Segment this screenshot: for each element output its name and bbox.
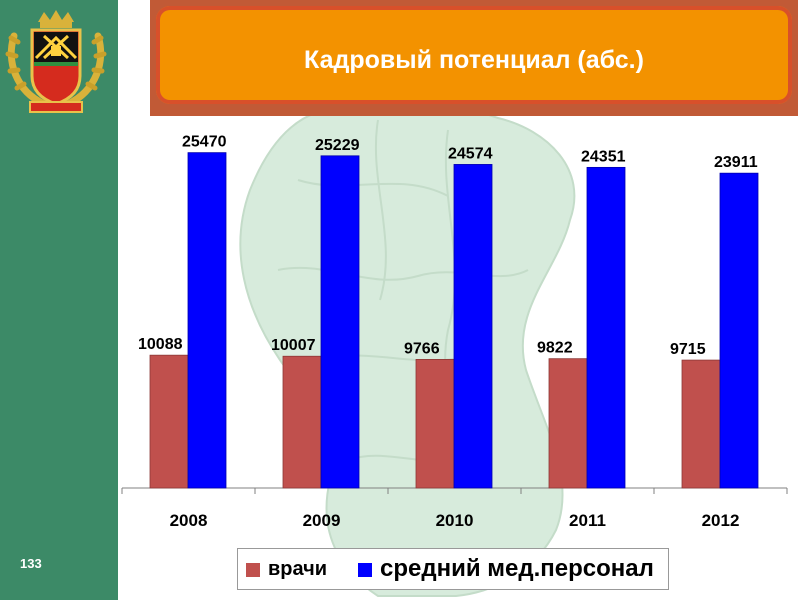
bar-doctors-2009 [282, 355, 322, 489]
legend-label-nurses: средний мед.персонал [380, 555, 654, 582]
x-tick-label-2012: 2012 [702, 511, 740, 530]
title-panel: Кадровый потенциал (абс.) [156, 6, 792, 104]
x-tick-label-2009: 2009 [303, 511, 341, 530]
bar-doctors-2011 [548, 358, 588, 489]
data-label-nurses-2010: 24574 [448, 145, 493, 162]
title-banner: Кадровый потенциал (абс.) [150, 0, 798, 116]
data-label-nurses-2011: 24351 [581, 148, 626, 165]
bar-doctors-2012 [681, 359, 721, 489]
legend-swatch-nurses [358, 563, 372, 577]
bar-nurses-2008 [187, 152, 227, 489]
x-tick-label-2011: 2011 [569, 511, 606, 530]
data-label-doctors-2011: 9822 [537, 340, 573, 357]
bar-doctors-2010 [415, 359, 455, 489]
page-title: Кадровый потенциал (абс.) [304, 46, 644, 74]
legend-swatch-doctors [246, 563, 260, 577]
x-tick-label-2008: 2008 [170, 511, 208, 530]
coat-of-arms-icon [5, 10, 107, 113]
bar-nurses-2010 [453, 164, 493, 489]
bar-nurses-2012 [719, 172, 759, 489]
sidebar: 133 [0, 0, 118, 600]
chart-legend: врачи средний мед.персонал [237, 548, 669, 590]
bar-doctors-2008 [149, 354, 189, 489]
bar-nurses-2009 [320, 155, 360, 489]
data-label-doctors-2008: 10088 [138, 336, 183, 353]
data-label-nurses-2012: 23911 [714, 154, 758, 171]
x-tick-label-2010: 2010 [436, 511, 474, 530]
legend-label-doctors: врачи [268, 558, 328, 580]
bar-nurses-2011 [586, 166, 626, 489]
data-label-nurses-2009: 25229 [315, 137, 360, 154]
page-number: 133 [20, 556, 42, 571]
data-label-nurses-2008: 25470 [182, 134, 227, 151]
data-label-doctors-2009: 10007 [271, 337, 316, 354]
data-label-doctors-2012: 9715 [670, 341, 706, 358]
data-label-doctors-2010: 9766 [404, 340, 440, 357]
